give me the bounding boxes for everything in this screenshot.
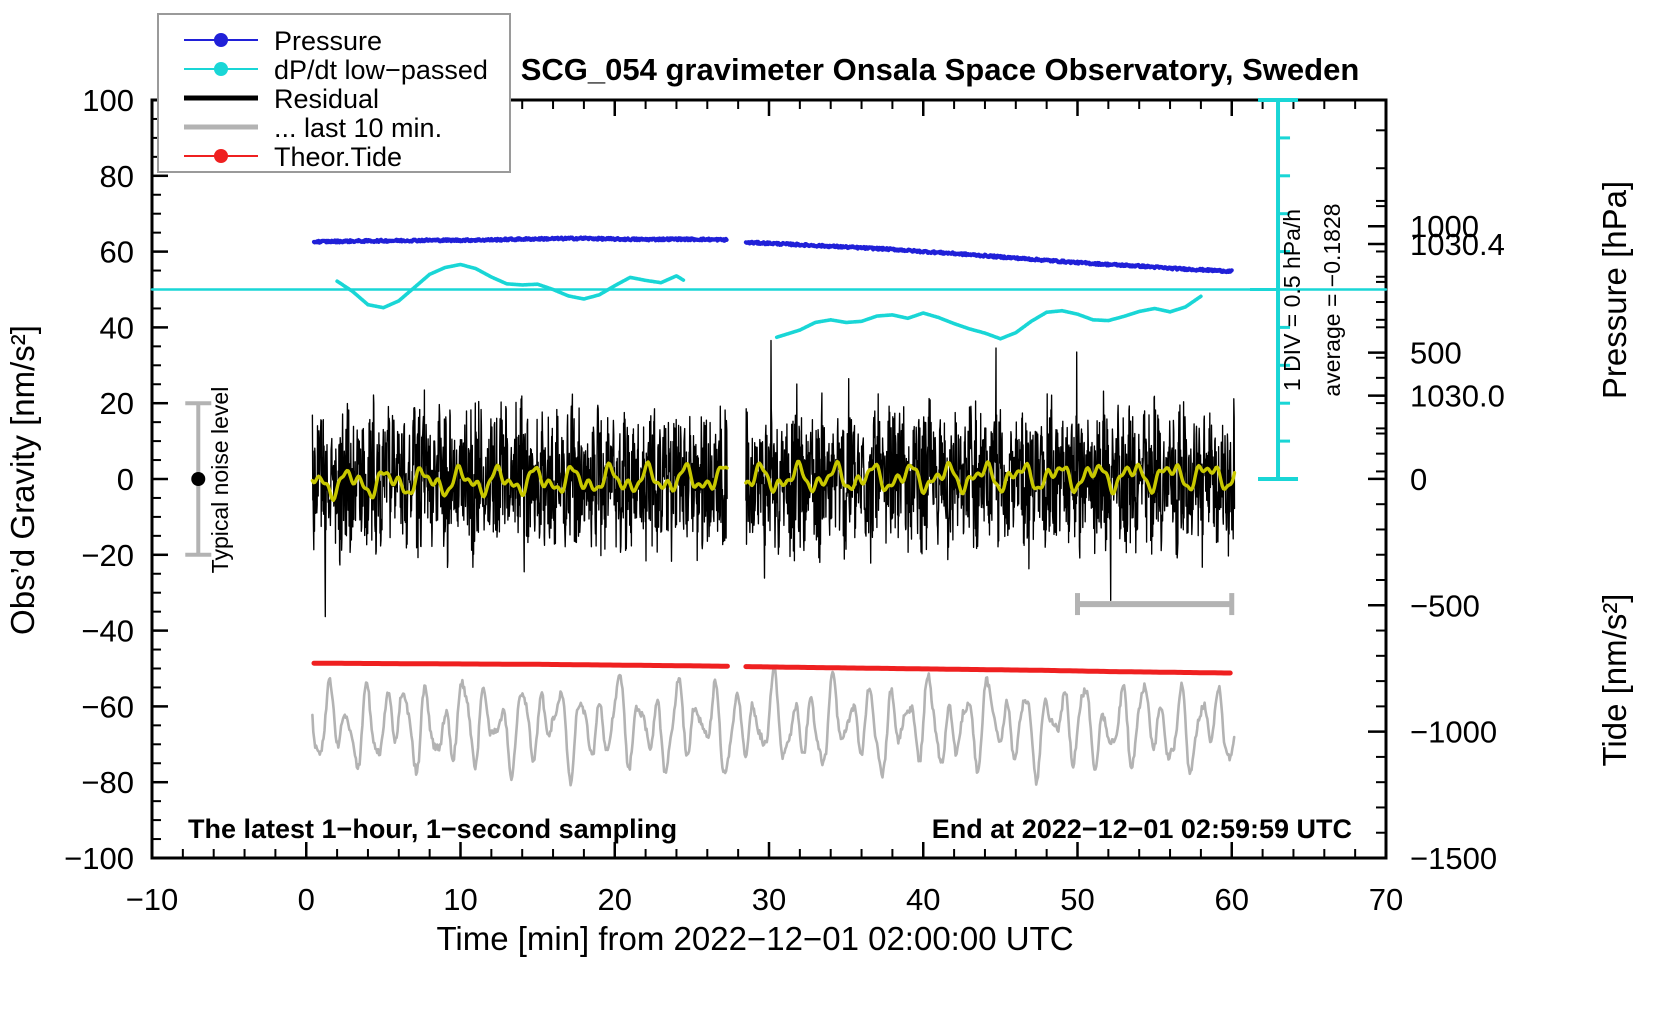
y-tick-label: −20 — [81, 538, 134, 573]
dpdt-average-label: average = −0.1828 — [1319, 203, 1345, 396]
x-tick-label: 30 — [752, 882, 786, 917]
legend-label-0[interactable]: Pressure — [274, 26, 382, 56]
noise-level-label: Typical noise level — [207, 387, 233, 574]
dpdt-division-label: 1 DIV = 0.5 hPa/h — [1279, 209, 1305, 391]
series-dpdt — [774, 294, 1203, 341]
tide-tick-label: 0 — [1410, 462, 1427, 497]
y-axis-title: Obs’d Gravity [nm/s²] — [4, 325, 41, 635]
x-tick-label: 50 — [1060, 882, 1094, 917]
x-tick-label: 20 — [598, 882, 632, 917]
series-residual-smoothed — [744, 459, 1237, 496]
y-tick-label: −100 — [64, 841, 134, 876]
y-tick-label: −40 — [81, 614, 134, 649]
series-theor-tide — [743, 664, 1233, 676]
legend-marker-0 — [214, 33, 228, 47]
legend-label-2[interactable]: Residual — [274, 84, 379, 114]
y-tick-label: 100 — [82, 83, 134, 118]
legend-label-4[interactable]: Theor.Tide — [274, 142, 402, 172]
pressure-axis-title: Pressure [hPa] — [1596, 181, 1633, 399]
x-tick-label: 70 — [1369, 882, 1403, 917]
pressure-tick-label: 1030.4 — [1410, 227, 1505, 262]
y-tick-label: 0 — [117, 462, 134, 497]
x-tick-label: 40 — [906, 882, 940, 917]
y-tick-label: −60 — [81, 689, 134, 724]
annotation-bottom-right: End at 2022−12−01 02:59:59 UTC — [932, 814, 1352, 844]
tide-axis-title: Tide [nm/s²] — [1596, 594, 1633, 767]
x-tick-label: 60 — [1215, 882, 1249, 917]
annotation-bottom-left: The latest 1−hour, 1−second sampling — [188, 814, 677, 844]
series-residual — [745, 339, 1236, 602]
y-tick-label: 40 — [100, 310, 134, 345]
y-tick-label: 20 — [100, 386, 134, 421]
noise-center-dot — [191, 472, 206, 486]
series-pressure — [743, 239, 1234, 275]
pressure-tick-label: 1030.0 — [1410, 379, 1505, 414]
x-tick-label: 0 — [298, 882, 315, 917]
page-title: SCG_054 gravimeter Onsala Space Observat… — [521, 52, 1360, 87]
x-axis-title: Time [min] from 2022−12−01 02:00:00 UTC — [436, 920, 1073, 957]
series-pressure — [311, 235, 729, 245]
plot-layer: −10 0 10 20 30 40 50 60 70−100−80−60−40−20020406… — [64, 83, 1505, 917]
tide-tick-label: −1000 — [1410, 715, 1497, 750]
tide-tick-label: −500 — [1410, 588, 1480, 623]
legend-label-3[interactable]: ... last 10 min. — [274, 113, 442, 143]
series-theor-tide — [311, 660, 730, 669]
series-dpdt — [335, 262, 686, 310]
legend-marker-4 — [214, 149, 228, 163]
series-residual-smoothed — [310, 460, 729, 502]
tide-tick-label: −1500 — [1410, 841, 1497, 876]
y-tick-label: 80 — [100, 159, 134, 194]
x-tick-label: −10 — [126, 882, 179, 917]
y-tick-label: −80 — [81, 765, 134, 800]
legend-label-1[interactable]: dP/dt low−passed — [274, 55, 488, 85]
tide-tick-label: 1000 — [1410, 209, 1479, 244]
tide-tick-label: 500 — [1410, 336, 1462, 371]
x-tick-label: 10 — [443, 882, 477, 917]
y-tick-label: 60 — [100, 235, 134, 270]
legend-marker-1 — [214, 62, 228, 76]
series-residual — [311, 389, 728, 618]
